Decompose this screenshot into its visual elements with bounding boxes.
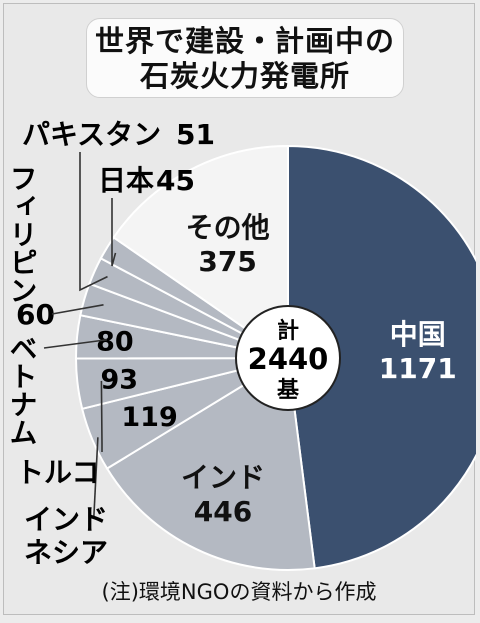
center-hole — [235, 305, 341, 411]
slice-label-6: パキスタン — [22, 118, 161, 151]
slice-label-2-line-2: ネシア — [24, 536, 108, 569]
value-label-2: 119 — [121, 402, 177, 433]
slice-label-3: トルコ — [16, 456, 99, 489]
source-note: (注)環境NGOの資料から作成 — [101, 580, 377, 604]
chart-frame: 世界で建設・計画中の 石炭火力発電所 計 2440 基中国 1171 インド 446 その他… — [3, 3, 476, 615]
leader-line-6 — [79, 152, 108, 292]
center-label-bottom: 基 — [277, 378, 300, 403]
slice-label-1: インド — [181, 461, 265, 494]
value-label-4: 80 — [96, 327, 134, 358]
leader-line-5 — [51, 304, 104, 315]
slice-label-2-line-1: インド — [24, 503, 108, 536]
value-label-6: 51 — [176, 118, 215, 151]
pie-slice-0 — [287, 144, 476, 570]
value-label-1: 446 — [194, 495, 252, 528]
value-label-8: 375 — [198, 245, 256, 278]
slice-label-7: 日本 — [98, 164, 154, 197]
leader-line-2 — [93, 437, 99, 517]
leader-line-3 — [100, 380, 103, 452]
value-label-3: 93 — [100, 365, 138, 396]
chart-title-line-1: 世界で建設・計画中の — [94, 24, 395, 58]
slice-label-0: 中国 — [390, 318, 446, 351]
slice-label-4: ベトナム — [6, 334, 39, 446]
center-label-value: 2440 — [248, 342, 329, 376]
pie-slice-1 — [105, 356, 316, 571]
value-label-7: 45 — [156, 164, 195, 197]
value-label-5: 60 — [16, 298, 55, 331]
value-label-0: 1171 — [379, 352, 457, 385]
leader-line-7 — [111, 198, 117, 267]
slice-label-8: その他 — [186, 211, 270, 244]
chart-title-line-2: 石炭火力発電所 — [139, 59, 350, 93]
slice-label-5: フィリピン — [6, 164, 39, 304]
pie-slice-8 — [112, 144, 289, 360]
leader-line-4 — [43, 338, 108, 349]
pie-chart: 計2440基中国1171インド446その他3751199380インドネシアトルコ… — [6, 118, 476, 571]
title-box: 世界で建設・計画中の 石炭火力発電所 — [86, 18, 404, 98]
center-label-top: 計 — [277, 318, 299, 344]
